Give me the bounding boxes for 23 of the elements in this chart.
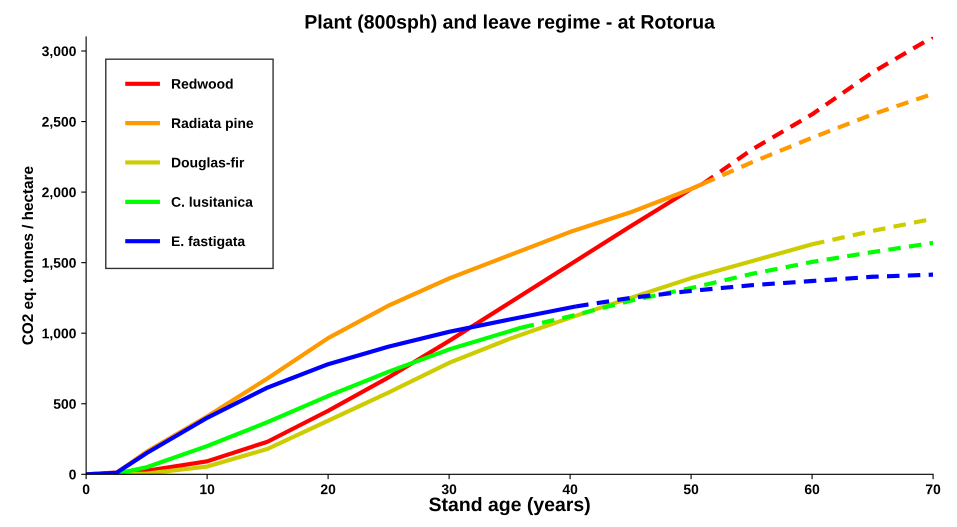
x-tick-label: 40 — [562, 484, 578, 494]
legend-label: Radiata pine — [172, 118, 254, 131]
y-tick-label: 2,000 — [42, 187, 76, 200]
x-tick-label: 60 — [804, 484, 820, 494]
y-tick-label: 3,000 — [42, 46, 76, 58]
y-tick-label: 0 — [69, 470, 76, 480]
x-tick-label: 70 — [926, 484, 940, 494]
legend-label: C. lusitanica — [172, 196, 253, 207]
x-axis-title: Stand age (years) — [429, 496, 590, 516]
legend-label: E. fastigata — [172, 236, 246, 249]
x-tick-label: 20 — [320, 484, 336, 494]
legend-label: Redwood — [172, 78, 233, 89]
x-tick-label: 0 — [82, 484, 90, 494]
y-tick-label: 1,500 — [42, 258, 76, 270]
x-tick-label: 30 — [442, 484, 456, 494]
y-tick-label: 500 — [54, 399, 76, 409]
y-axis-title: CO2 eq. tonnes / hectare — [22, 166, 36, 345]
chart-title: Plant (800sph) and leave regime - at Rotorua — [306, 14, 716, 33]
x-tick-label: 50 — [684, 484, 698, 494]
y-tick-label: 2,500 — [42, 116, 76, 129]
x-tick-label: 10 — [200, 484, 214, 494]
legend-label: Douglas-fir — [172, 157, 244, 170]
y-tick-label: 1,000 — [42, 328, 76, 340]
